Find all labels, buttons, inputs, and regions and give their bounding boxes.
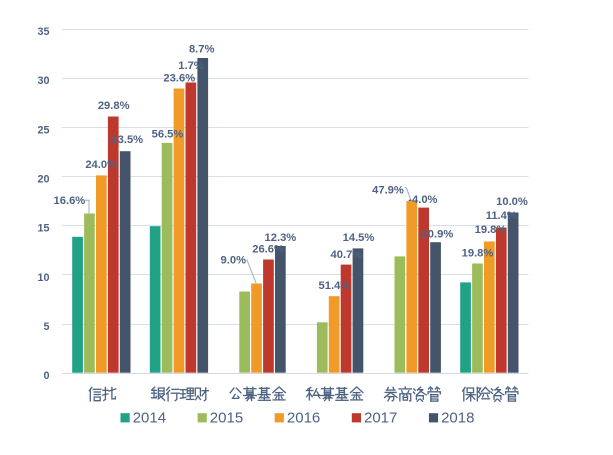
svg-text:-20.9%: -20.9% <box>418 229 453 241</box>
svg-text:24.0%: 24.0% <box>85 159 117 171</box>
svg-text:35: 35 <box>37 26 49 38</box>
svg-text:10.0%: 10.0% <box>496 196 528 208</box>
svg-text:2017: 2017 <box>364 409 397 426</box>
svg-text:16.6%: 16.6% <box>54 195 86 207</box>
svg-text:23.6%: 23.6% <box>163 73 195 85</box>
svg-text:9.0%: 9.0% <box>221 255 247 267</box>
svg-text:11.4%: 11.4% <box>486 210 517 222</box>
svg-text:2018: 2018 <box>441 409 474 426</box>
svg-text:2015: 2015 <box>210 409 243 426</box>
svg-text:51.4%: 51.4% <box>319 280 351 292</box>
svg-text:25: 25 <box>37 124 49 136</box>
svg-text:-13.5%: -13.5% <box>108 134 143 146</box>
svg-text:12.3%: 12.3% <box>265 232 297 244</box>
svg-text:19.8%: 19.8% <box>462 248 494 260</box>
svg-text:8.7%: 8.7% <box>189 44 215 56</box>
svg-text:56.5%: 56.5% <box>152 128 184 140</box>
svg-text:47.9%: 47.9% <box>372 184 404 196</box>
svg-text:-4.0%: -4.0% <box>408 194 437 206</box>
svg-text:14.5%: 14.5% <box>343 232 375 244</box>
svg-text:1.7%: 1.7% <box>178 60 204 72</box>
svg-text:2014: 2014 <box>133 409 166 426</box>
svg-text:10: 10 <box>37 272 49 284</box>
svg-text:20: 20 <box>37 174 49 186</box>
svg-text:2016: 2016 <box>287 409 320 426</box>
svg-text:5: 5 <box>43 321 49 333</box>
svg-text:0: 0 <box>43 370 49 382</box>
svg-text:19.8%: 19.8% <box>475 224 507 236</box>
svg-text:30: 30 <box>37 75 49 87</box>
svg-text:26.6%: 26.6% <box>252 244 284 256</box>
svg-text:15: 15 <box>37 223 49 235</box>
svg-text:29.8%: 29.8% <box>98 100 130 112</box>
svg-text:40.7%: 40.7% <box>331 249 363 261</box>
